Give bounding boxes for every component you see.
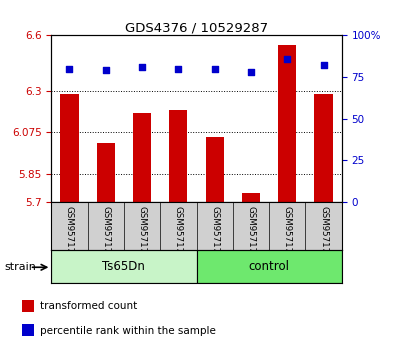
- Point: [284, 56, 290, 62]
- Text: GSM957174: GSM957174: [137, 206, 147, 258]
- Point: [211, 66, 218, 72]
- Text: strain: strain: [4, 262, 36, 272]
- Title: GDS4376 / 10529287: GDS4376 / 10529287: [125, 21, 268, 34]
- Text: GSM957172: GSM957172: [65, 206, 74, 258]
- Bar: [60, 93, 79, 202]
- Text: Ts65Dn: Ts65Dn: [102, 260, 145, 273]
- Point: [103, 68, 109, 73]
- Text: GSM957177: GSM957177: [246, 206, 256, 258]
- Point: [66, 66, 73, 72]
- Bar: [205, 137, 224, 202]
- Bar: [133, 113, 151, 202]
- Bar: [197, 250, 342, 283]
- Point: [248, 69, 254, 75]
- Bar: [169, 110, 188, 202]
- Text: GSM957178: GSM957178: [283, 206, 292, 258]
- Point: [175, 66, 182, 72]
- Bar: [51, 250, 197, 283]
- Text: transformed count: transformed count: [40, 301, 137, 311]
- Bar: [242, 193, 260, 202]
- Bar: [97, 143, 115, 202]
- Text: percentile rank within the sample: percentile rank within the sample: [40, 326, 215, 336]
- Text: GSM957176: GSM957176: [210, 206, 219, 258]
- Text: GSM957179: GSM957179: [319, 206, 328, 258]
- Bar: [314, 93, 333, 202]
- Bar: [278, 45, 296, 202]
- Point: [320, 63, 327, 68]
- Point: [139, 64, 145, 70]
- Text: control: control: [248, 260, 290, 273]
- Text: GSM957173: GSM957173: [101, 206, 110, 258]
- Text: GSM957175: GSM957175: [174, 206, 183, 258]
